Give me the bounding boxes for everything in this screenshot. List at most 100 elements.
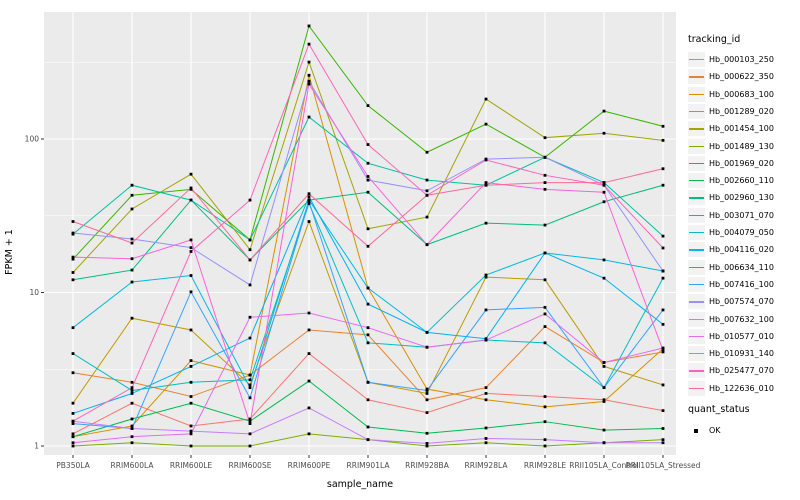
data-point	[71, 326, 75, 330]
data-point	[661, 348, 665, 352]
data-point	[248, 383, 252, 387]
data-point	[484, 308, 488, 312]
data-point	[71, 419, 75, 423]
data-point	[661, 308, 665, 312]
data-point	[425, 411, 429, 415]
legend-key-icon	[688, 363, 705, 379]
legend-key-icon	[688, 190, 705, 206]
data-point	[543, 278, 547, 282]
data-point	[130, 435, 134, 439]
y-axis-title: FPKM + 1	[4, 229, 15, 275]
data-point	[425, 387, 429, 391]
data-point	[248, 315, 252, 319]
legend-label: Hb_001289_020	[709, 106, 774, 116]
data-point	[189, 424, 193, 428]
data-point	[307, 328, 311, 332]
data-point	[602, 398, 606, 402]
data-point	[71, 401, 75, 405]
data-point	[543, 305, 547, 309]
data-point	[307, 202, 311, 205]
data-point	[602, 361, 606, 364]
data-point	[130, 207, 134, 211]
data-point	[130, 441, 134, 445]
data-point	[366, 161, 370, 165]
data-point	[543, 420, 547, 424]
data-point	[189, 172, 193, 176]
legend-entry-Hb_001454_100: Hb_001454_100	[688, 120, 774, 137]
data-point	[248, 248, 252, 252]
legend-label: Hb_004116_020	[709, 245, 774, 255]
data-point	[366, 244, 370, 248]
legend-entry-Hb_122636_010: Hb_122636_010	[688, 380, 774, 397]
data-point	[661, 138, 665, 142]
data-point	[189, 401, 193, 405]
data-point	[189, 328, 193, 332]
data-point	[307, 200, 311, 204]
x-tick-label: RRII105LA_Stressed	[626, 461, 701, 470]
data-point	[248, 378, 252, 382]
legend-key-icon	[688, 328, 705, 344]
legend-entry-Hb_007574_070: Hb_007574_070	[688, 293, 774, 310]
data-point	[366, 175, 370, 178]
data-point	[425, 178, 429, 182]
data-point	[130, 389, 134, 392]
legend-key-icon	[688, 294, 705, 310]
legend-key-icon	[688, 380, 705, 396]
data-point	[130, 193, 134, 197]
x-tick-label: RRIM928LE	[524, 461, 567, 470]
data-point	[307, 60, 311, 64]
data-point	[248, 258, 252, 262]
data-point	[130, 417, 134, 421]
legend-label: Hb_010931_140	[709, 349, 774, 359]
x-axis-title: sample_name	[327, 479, 393, 490]
data-point	[543, 395, 547, 398]
legend-label: Hb_007416_100	[709, 279, 774, 289]
legend-entry-Hb_000622_350: Hb_000622_350	[688, 68, 774, 85]
data-point	[307, 42, 311, 46]
plot-panel	[44, 12, 676, 455]
data-point	[484, 426, 488, 430]
legend-label: Hb_007574_070	[709, 297, 774, 307]
data-point	[71, 432, 75, 436]
data-point	[248, 238, 252, 242]
data-point	[248, 198, 252, 202]
data-point	[189, 290, 193, 294]
data-point	[71, 435, 75, 439]
data-point	[189, 365, 193, 368]
data-point	[71, 441, 75, 445]
data-point	[425, 189, 429, 193]
data-point	[602, 400, 606, 403]
data-point	[425, 243, 429, 247]
data-point	[602, 181, 606, 184]
legend-label: Hb_007632_100	[709, 314, 774, 324]
data-point	[484, 275, 488, 279]
legend-label: Hb_122636_010	[709, 383, 774, 393]
data-point	[366, 333, 370, 337]
legend-key-icon	[688, 86, 705, 102]
data-point	[661, 246, 665, 250]
x-tick-label: RRIM928BA	[405, 461, 450, 470]
data-point	[366, 341, 370, 345]
legend-key-icon	[688, 69, 705, 85]
legend-key-icon	[688, 346, 705, 362]
data-point	[307, 115, 311, 119]
legend-label: Hb_000103_250	[709, 55, 774, 64]
legend-entry-Hb_000103_250: Hb_000103_250	[688, 51, 774, 68]
data-point	[130, 427, 134, 430]
data-point	[71, 220, 75, 223]
data-point	[484, 181, 488, 184]
legend-entry-Hb_004116_020: Hb_004116_020	[688, 241, 774, 258]
data-point	[366, 178, 370, 182]
data-point	[130, 183, 134, 187]
legend-key-icon	[688, 311, 705, 327]
data-point	[425, 392, 429, 395]
data-point	[484, 221, 488, 225]
data-point	[248, 336, 252, 340]
legend-key-icon	[688, 155, 705, 171]
data-point	[130, 237, 134, 241]
data-point	[189, 187, 193, 191]
legend-label: Hb_004079_050	[709, 228, 774, 237]
data-point	[425, 215, 429, 219]
data-point	[602, 131, 606, 135]
